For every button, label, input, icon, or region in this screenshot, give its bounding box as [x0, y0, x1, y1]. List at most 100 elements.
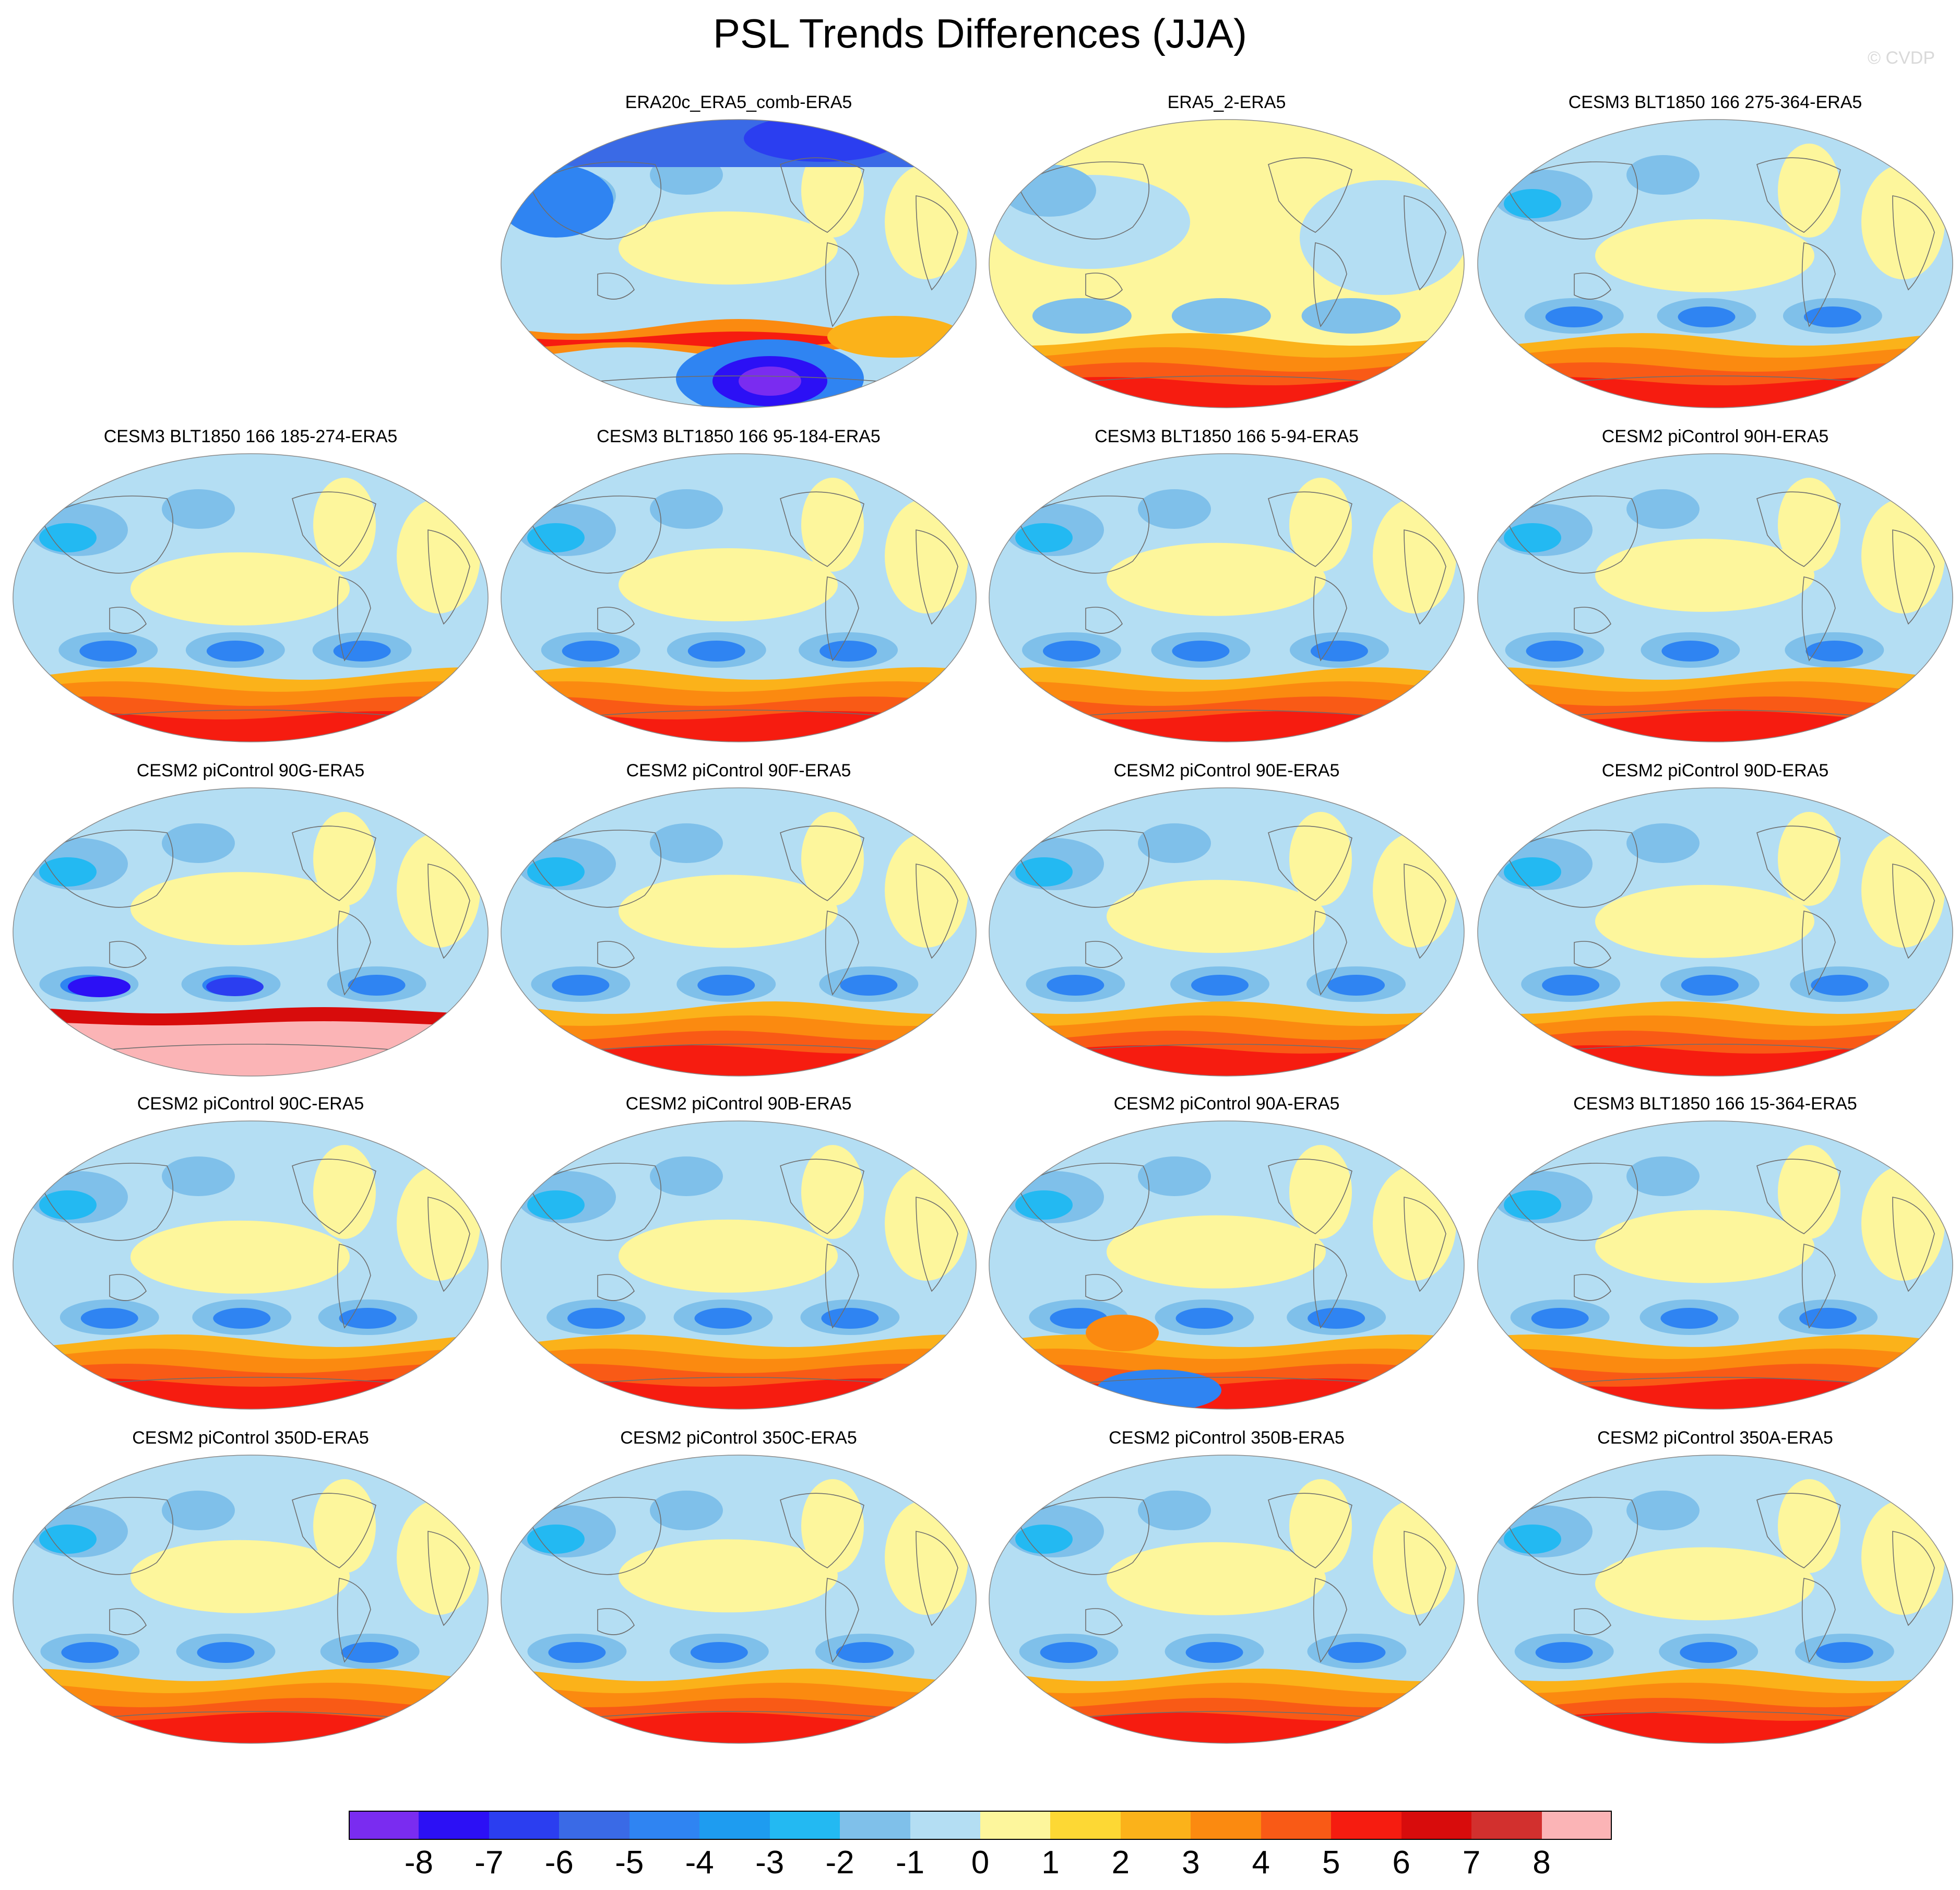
map-border	[13, 453, 489, 742]
negative-anomaly	[1661, 641, 1719, 662]
negative-anomaly	[1047, 975, 1104, 996]
north-america-outline	[1756, 825, 1841, 901]
map-panel: CESM2 piControl 90E-ERA5	[987, 760, 1467, 1083]
positive-anomaly	[313, 1145, 376, 1239]
australia-outline	[109, 941, 147, 968]
colorbar-tick-label: 0	[971, 1845, 990, 1881]
negative-anomaly	[68, 976, 130, 997]
positive-anomaly	[1595, 219, 1814, 292]
world-map-icon	[989, 453, 1465, 742]
panel-title: CESM2 piControl 90D-ERA5	[1601, 761, 1829, 781]
negative-anomaly	[1660, 1308, 1718, 1329]
map-border	[989, 119, 1465, 408]
south-america-outline	[1313, 911, 1347, 996]
psl-field	[501, 1455, 976, 1743]
world-map-icon	[13, 787, 489, 1077]
asia-outline	[1017, 161, 1149, 240]
panel-title: CESM2 piControl 350C-ERA5	[620, 1428, 857, 1448]
world-map-icon	[1477, 119, 1953, 408]
asia-outline	[1505, 830, 1638, 908]
australia-outline	[109, 1274, 147, 1301]
negative-anomaly	[1681, 975, 1739, 996]
positive-anomaly	[1861, 1166, 1945, 1281]
negative-anomaly	[339, 1308, 397, 1329]
colorbar-tick-label: 2	[1111, 1845, 1130, 1881]
positive-anomaly	[397, 1500, 480, 1615]
asia-outline	[529, 1497, 661, 1575]
negative-anomaly	[1799, 1308, 1857, 1329]
positive-anomaly	[801, 812, 864, 906]
negative-anomaly	[1805, 641, 1863, 662]
positive-anomaly	[1373, 1166, 1456, 1281]
map-border	[501, 787, 977, 1077]
psl-field	[501, 788, 976, 1076]
positive-anomaly	[397, 1166, 480, 1281]
negative-anomaly	[1504, 1190, 1561, 1220]
asia-outline	[41, 1163, 173, 1241]
negative-anomaly	[650, 823, 723, 863]
psl-field	[1478, 454, 1953, 742]
south-america-outline	[1313, 1244, 1347, 1329]
positive-anomaly	[1595, 538, 1814, 612]
world-map-icon	[13, 1120, 489, 1410]
negative-anomaly	[1015, 1190, 1073, 1220]
positive-anomaly	[1595, 1547, 1814, 1621]
colorbar-tick-label: 5	[1322, 1845, 1340, 1881]
south-america-outline	[1801, 911, 1836, 996]
positive-anomaly	[1373, 499, 1456, 613]
map-panel: CESM2 piControl 90B-ERA5	[498, 1093, 979, 1416]
north-america-outline	[292, 491, 376, 567]
negative-anomaly	[501, 164, 613, 238]
colorbar-tick-label: -2	[825, 1845, 854, 1881]
colorbar-swatch	[1050, 1811, 1121, 1840]
north-america-outline	[1756, 491, 1841, 567]
south-america-outline	[1313, 1578, 1347, 1663]
australia-outline	[1085, 1274, 1123, 1301]
colorbar-tick-label: -5	[615, 1845, 644, 1881]
africa-outline	[1404, 529, 1446, 625]
world-map-icon	[1477, 453, 1953, 742]
positive-anomaly	[1107, 1542, 1326, 1615]
world-map-icon	[1477, 1455, 1953, 1744]
negative-anomaly	[1626, 1156, 1700, 1196]
australia-outline	[1085, 941, 1123, 968]
psl-field	[1478, 120, 1953, 408]
africa-outline	[427, 529, 470, 625]
world-map-icon	[1477, 1120, 1953, 1410]
positive-anomaly	[801, 478, 864, 572]
negative-anomaly	[1138, 1156, 1211, 1196]
north-america-outline	[780, 157, 864, 233]
negative-anomaly	[197, 1642, 255, 1663]
south-america-outline	[337, 1244, 371, 1329]
world-map-icon	[989, 1455, 1465, 1744]
positive-anomaly	[619, 1539, 838, 1613]
positive-anomaly	[989, 711, 1464, 742]
negative-anomaly	[562, 641, 620, 662]
negative-anomaly	[1680, 1642, 1738, 1663]
asia-outline	[1505, 1497, 1638, 1575]
africa-outline	[1892, 1197, 1935, 1292]
positive-anomaly	[827, 316, 963, 358]
psl-field	[13, 788, 488, 1076]
negative-anomaly	[650, 1156, 723, 1196]
negative-anomaly	[1811, 975, 1869, 996]
world-map-icon	[501, 1455, 977, 1744]
negative-anomaly	[1327, 975, 1385, 996]
positive-anomaly	[1595, 884, 1814, 958]
positive-anomaly	[1478, 1712, 1953, 1743]
negative-anomaly	[527, 523, 585, 552]
north-america-outline	[292, 1159, 376, 1234]
positive-anomaly	[1478, 711, 1953, 742]
psl-field	[13, 454, 488, 742]
world-map-icon	[13, 1455, 489, 1744]
world-map-icon	[501, 1120, 977, 1410]
panel-title: CESM3 BLT1850 166 185-274-ERA5	[103, 427, 398, 446]
world-map-icon	[989, 787, 1465, 1077]
positive-anomaly	[1373, 1500, 1456, 1615]
negative-anomaly	[162, 489, 235, 529]
map-panel: CESM2 piControl 350C-ERA5	[498, 1427, 979, 1751]
colorbar-swatch	[769, 1811, 840, 1840]
africa-outline	[1892, 195, 1935, 291]
colorbar-swatch	[980, 1811, 1051, 1840]
panel-title: CESM2 piControl 350A-ERA5	[1597, 1428, 1833, 1448]
